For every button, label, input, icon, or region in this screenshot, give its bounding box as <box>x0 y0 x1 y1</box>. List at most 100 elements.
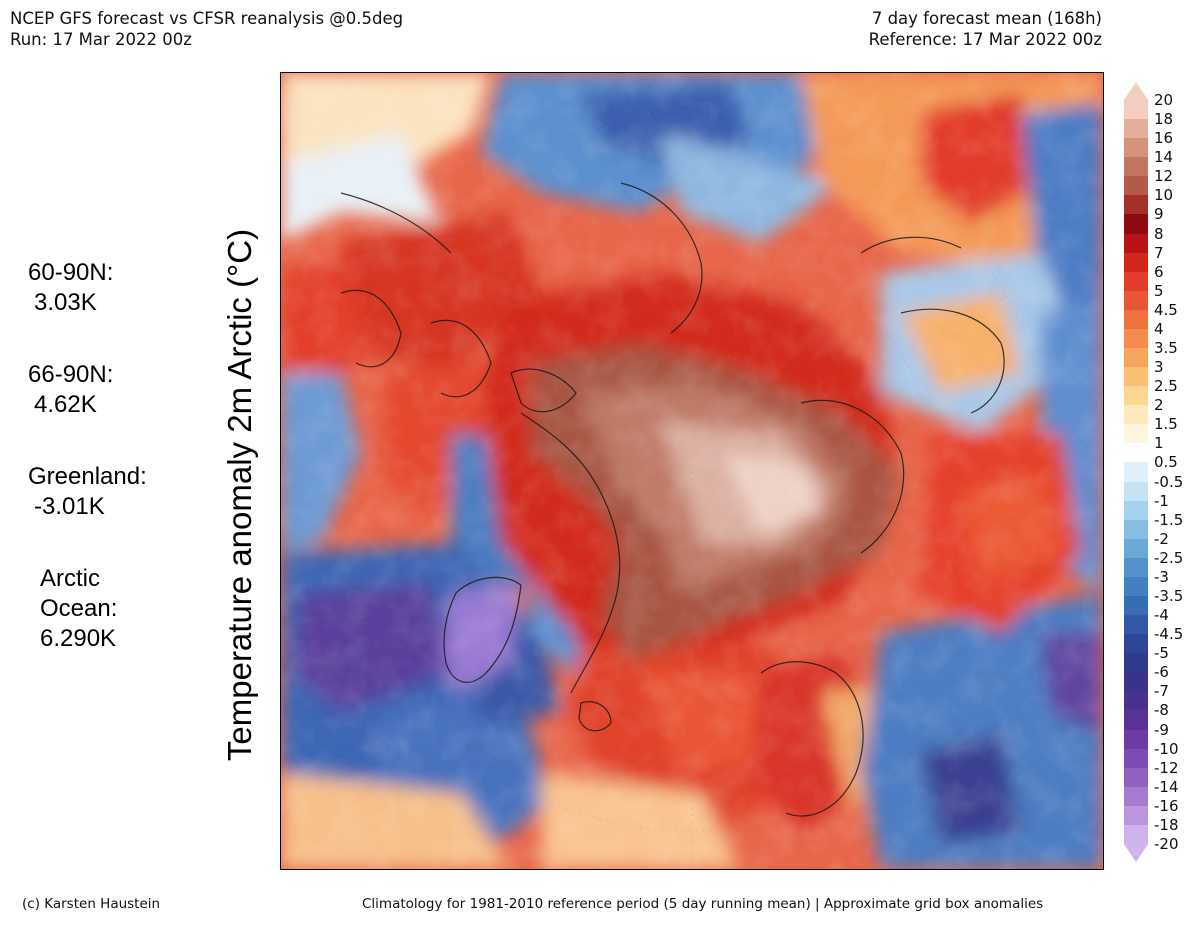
map-title: NCEP GFS forecast vs CFSR reanalysis @0.… <box>10 9 404 28</box>
colorbar-cell <box>1124 214 1148 235</box>
coastlines <box>340 182 1005 817</box>
colorbar-tick-label: 2.5 <box>1154 377 1178 396</box>
colorbar-cell <box>1124 386 1148 406</box>
colorbar-cell <box>1124 824 1148 845</box>
run-label: Run: 17 Mar 2022 00z <box>10 30 192 49</box>
colorbar-tick-label: -9 <box>1154 720 1169 739</box>
colorbar-tick-label: 9 <box>1154 205 1164 224</box>
colorbar-tick-label: 12 <box>1154 167 1174 186</box>
colorbar-tick-label: -2 <box>1154 529 1169 548</box>
stat-greenland: Greenland: -3.01K <box>28 462 147 522</box>
colorbar-tick-label: -0.5 <box>1154 472 1184 491</box>
colorbar-cell <box>1124 538 1148 559</box>
colorbar-tick-label: -20 <box>1154 835 1179 853</box>
colorbar-cell <box>1124 767 1148 788</box>
stat-label: 60-90N: <box>28 259 114 286</box>
stat-label: Arctic Ocean: <box>40 565 118 622</box>
colorbar-cell <box>1124 500 1148 521</box>
colorbar-tick-label: 1 <box>1154 434 1164 453</box>
colorbar-cell <box>1124 729 1148 750</box>
colorbar-tick-label: -3 <box>1154 567 1169 586</box>
colorbar-tick-label: 0.5 <box>1154 453 1178 472</box>
colorbar-tick-label: -12 <box>1154 758 1179 777</box>
colorbar-tick-label: -10 <box>1154 739 1179 758</box>
climatology-note: Climatology for 1981-2010 reference peri… <box>362 896 1044 912</box>
colorbar-cell <box>1124 615 1148 635</box>
colorbar-cell <box>1124 748 1148 769</box>
stat-value: 6.290K <box>40 625 117 652</box>
colorbar-cell <box>1124 576 1148 597</box>
colorbar-tick-label: -16 <box>1154 796 1179 815</box>
colorbar-cell <box>1124 233 1148 254</box>
stat-arctic-ocean: Arctic Ocean: 6.290K <box>40 564 117 654</box>
colorbar-tick-label: -7 <box>1154 682 1169 701</box>
colorbar-tick-label: 7 <box>1154 243 1164 262</box>
colorbar-cell <box>1124 786 1148 807</box>
colorbar-cell <box>1124 691 1148 712</box>
colorbar-tick-label: 10 <box>1154 186 1174 205</box>
colorbar-cell <box>1124 309 1148 330</box>
colorbar-tick-label: -4.5 <box>1154 625 1184 644</box>
colorbar-cell <box>1124 672 1148 692</box>
stat-value: -3.01K <box>34 493 105 520</box>
stat-label: Greenland: <box>28 463 147 490</box>
colorbar-tick-label: -8 <box>1154 701 1169 720</box>
colorbar-tick-label: 2 <box>1154 396 1164 415</box>
colorbar <box>1124 82 1148 862</box>
colorbar-cell <box>1124 328 1148 349</box>
colorbar-cell <box>1124 805 1148 826</box>
colorbar-cell <box>1124 710 1148 731</box>
colorbar-cell <box>1124 195 1148 216</box>
colorbar-tick-label: 4 <box>1154 319 1164 338</box>
colorbar-cell <box>1124 367 1148 387</box>
credit: (c) Karsten Haustein <box>22 896 161 912</box>
stat-value: 4.62K <box>34 391 97 418</box>
colorbar-tick-label: -3.5 <box>1154 587 1184 605</box>
colorbar-tick-label: 18 <box>1154 110 1174 129</box>
colorbar-tick-label: 20 <box>1154 91 1174 109</box>
colorbar-cell <box>1124 405 1148 425</box>
stat-66-90n: 66-90N: 4.62K <box>28 360 113 420</box>
colorbar-tick-label: -18 <box>1154 815 1179 834</box>
colorbar-cell <box>1124 348 1148 368</box>
colorbar-bottom-arrow <box>1124 844 1148 862</box>
colorbar-top-arrow <box>1124 82 1148 100</box>
colorbar-cell <box>1124 176 1148 196</box>
header-left: NCEP GFS forecast vs CFSR reanalysis @0.… <box>10 8 403 50</box>
colorbar-tick-label: -4 <box>1154 606 1169 625</box>
reference-label: Reference: 17 Mar 2022 00z <box>868 30 1102 49</box>
graticule <box>331 73 1053 869</box>
colorbar-cell <box>1124 100 1148 120</box>
stat-label: 66-90N: <box>28 361 114 388</box>
colorbar-tick-label: 6 <box>1154 262 1164 281</box>
anomaly-map <box>280 72 1104 870</box>
colorbar-cell <box>1124 634 1148 654</box>
colorbar-cell <box>1124 252 1148 273</box>
colorbar-tick-label: 4.5 <box>1154 300 1178 319</box>
colorbar-tick-label: -6 <box>1154 663 1169 682</box>
colorbar-cell <box>1124 462 1148 483</box>
colorbar-tick-label: -14 <box>1154 777 1179 796</box>
colorbar-cell <box>1124 157 1148 177</box>
colorbar-cell <box>1124 557 1148 578</box>
colorbar-cell <box>1124 290 1148 311</box>
anomaly-field <box>281 73 1103 869</box>
colorbar-cell <box>1124 424 1148 444</box>
colorbar-tick-label: -1 <box>1154 491 1169 510</box>
colorbar-tick-label: 1.5 <box>1154 415 1178 434</box>
colorbar-cell <box>1124 119 1148 139</box>
colorbar-tick-label: 3.5 <box>1154 339 1178 357</box>
colorbar-tick-label: 3 <box>1154 358 1164 377</box>
header-right: 7 day forecast mean (168h) Reference: 17… <box>869 8 1102 50</box>
colorbar-cell <box>1124 519 1148 540</box>
colorbar-tick-label: -5 <box>1154 644 1169 663</box>
colorbar-tick-label: 14 <box>1154 148 1174 167</box>
colorbar-tick-label: 8 <box>1154 224 1164 243</box>
stat-60-90n: 60-90N: 3.03K <box>28 258 113 318</box>
stat-value: 3.03K <box>34 289 97 316</box>
colorbar-tick-label: -1.5 <box>1154 510 1184 529</box>
colorbar-cell <box>1124 481 1148 502</box>
colorbar-tick-label: 16 <box>1154 129 1174 148</box>
forecast-label: 7 day forecast mean (168h) <box>871 9 1102 28</box>
colorbar-cell <box>1124 443 1148 464</box>
